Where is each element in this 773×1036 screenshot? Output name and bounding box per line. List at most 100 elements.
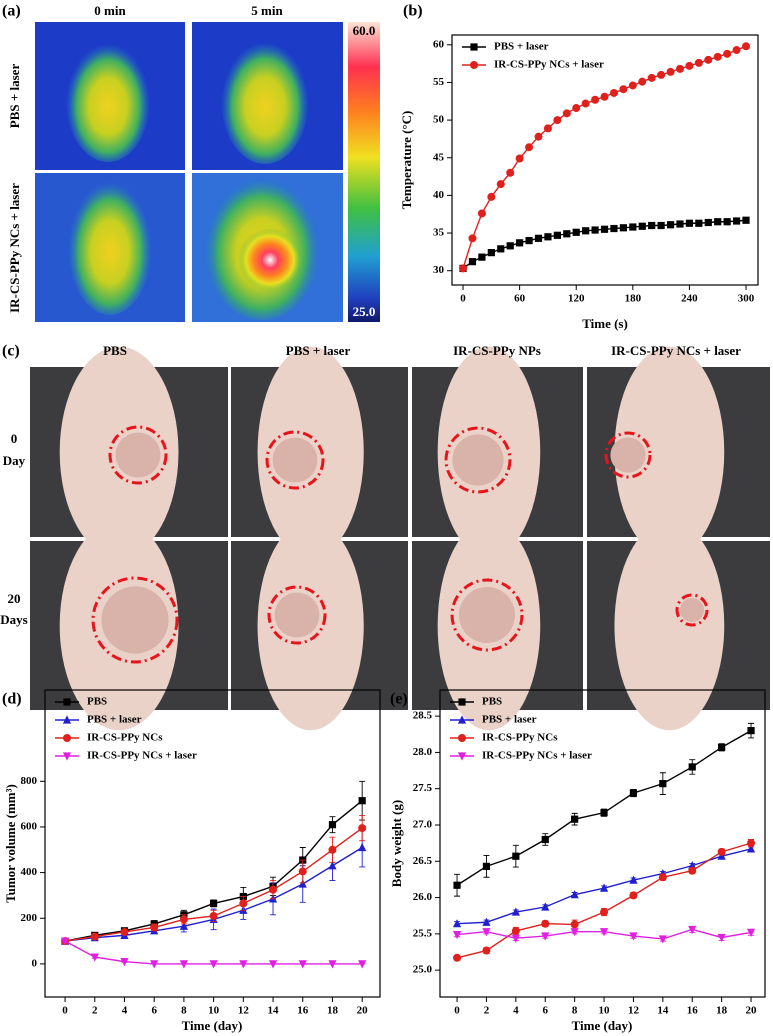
marker bbox=[541, 932, 550, 941]
marker bbox=[600, 225, 609, 233]
y-tick-label: 27.5 bbox=[413, 782, 433, 794]
colorbar bbox=[348, 22, 380, 322]
marker bbox=[541, 835, 549, 844]
marker bbox=[563, 230, 571, 238]
marker bbox=[477, 209, 486, 218]
marker bbox=[704, 218, 712, 227]
marker bbox=[487, 249, 495, 257]
marker bbox=[746, 844, 756, 853]
marker bbox=[638, 77, 647, 86]
colorbar-label: 60.0 bbox=[353, 23, 376, 38]
marker bbox=[525, 236, 533, 245]
marker bbox=[704, 55, 713, 64]
marker bbox=[62, 715, 72, 724]
x-tick-label: 2 bbox=[92, 1005, 98, 1017]
marker bbox=[298, 960, 307, 969]
legend-label: IR-CS-PPy NCs bbox=[482, 732, 558, 744]
tumor-outline bbox=[265, 430, 325, 490]
x-tick-label: 6 bbox=[151, 1005, 157, 1017]
marker bbox=[511, 934, 520, 943]
y-tick-label: 28.0 bbox=[413, 746, 433, 758]
marker bbox=[599, 928, 609, 937]
marker bbox=[591, 226, 599, 234]
marker bbox=[599, 883, 609, 892]
marker bbox=[666, 67, 675, 76]
marker bbox=[718, 743, 726, 751]
panel-label: (c) bbox=[2, 343, 20, 360]
marker bbox=[742, 216, 750, 224]
row-label: 20 bbox=[8, 591, 21, 606]
tumor-outline bbox=[108, 425, 168, 485]
marker bbox=[591, 95, 600, 104]
marker bbox=[717, 933, 726, 943]
heat-spot bbox=[68, 175, 152, 315]
legend-label: PBS + laser bbox=[494, 41, 549, 53]
legend-label: PBS bbox=[482, 696, 502, 708]
x-tick-label: 10 bbox=[599, 1005, 611, 1017]
marker bbox=[619, 85, 628, 94]
y-tick-label: 400 bbox=[21, 866, 38, 878]
marker bbox=[746, 928, 756, 938]
x-tick-label: 4 bbox=[513, 1005, 519, 1017]
marker bbox=[358, 960, 367, 969]
tumor bbox=[459, 587, 515, 643]
marker bbox=[150, 923, 159, 932]
marker bbox=[328, 960, 337, 969]
x-tick-label: 120 bbox=[568, 293, 585, 305]
y-tick-label: 55 bbox=[433, 76, 445, 88]
marker bbox=[562, 109, 571, 118]
marker bbox=[657, 70, 666, 79]
panel-label: (b) bbox=[403, 3, 423, 20]
y-tick-label: 50 bbox=[433, 114, 445, 126]
marker bbox=[298, 879, 307, 888]
column-label: IR-CS-PPy NPs bbox=[453, 343, 541, 358]
x-tick-label: 0 bbox=[62, 1005, 68, 1017]
marker bbox=[685, 61, 694, 70]
marker bbox=[619, 224, 627, 232]
marker bbox=[714, 218, 722, 226]
marker bbox=[571, 815, 579, 823]
y-tick-label: 26.0 bbox=[413, 891, 433, 903]
marker bbox=[487, 192, 496, 201]
marker bbox=[694, 58, 703, 67]
row-label: PBS + laser bbox=[7, 64, 22, 129]
marker bbox=[457, 752, 467, 761]
marker bbox=[685, 219, 694, 227]
marker bbox=[209, 911, 218, 920]
marker bbox=[470, 43, 478, 51]
legend-label: IR-CS-PPy NCs + laser bbox=[482, 750, 592, 762]
tumor bbox=[274, 592, 320, 638]
x-tick-label: 18 bbox=[716, 1005, 728, 1017]
legend-label: IR-CS-PPy NCs + laser bbox=[494, 59, 604, 71]
marker bbox=[629, 875, 638, 884]
tumor bbox=[610, 437, 646, 473]
marker bbox=[688, 925, 697, 935]
heat-spot bbox=[221, 36, 309, 164]
marker bbox=[452, 930, 462, 940]
marker bbox=[609, 88, 618, 97]
column-label: PBS + laser bbox=[286, 343, 351, 358]
marker bbox=[90, 932, 99, 941]
marker bbox=[60, 937, 70, 946]
marker bbox=[239, 960, 248, 969]
marker bbox=[150, 960, 159, 969]
marker bbox=[544, 233, 552, 241]
column-label: IR-CS-PPy NCs + laser bbox=[611, 343, 741, 358]
y-tick-label: 0 bbox=[32, 957, 38, 969]
marker bbox=[713, 52, 722, 61]
marker bbox=[543, 124, 552, 133]
marker bbox=[516, 239, 524, 247]
marker bbox=[570, 928, 579, 937]
plot-frame bbox=[439, 689, 766, 998]
y-tick-label: 800 bbox=[21, 775, 38, 787]
tumor-outline bbox=[267, 585, 327, 645]
x-tick-label: 14 bbox=[657, 1005, 669, 1017]
marker bbox=[62, 752, 72, 761]
marker bbox=[478, 253, 486, 261]
x-tick-label: 18 bbox=[327, 1005, 339, 1017]
marker bbox=[675, 64, 684, 73]
marker bbox=[629, 789, 638, 797]
tumor-outline bbox=[444, 426, 512, 494]
